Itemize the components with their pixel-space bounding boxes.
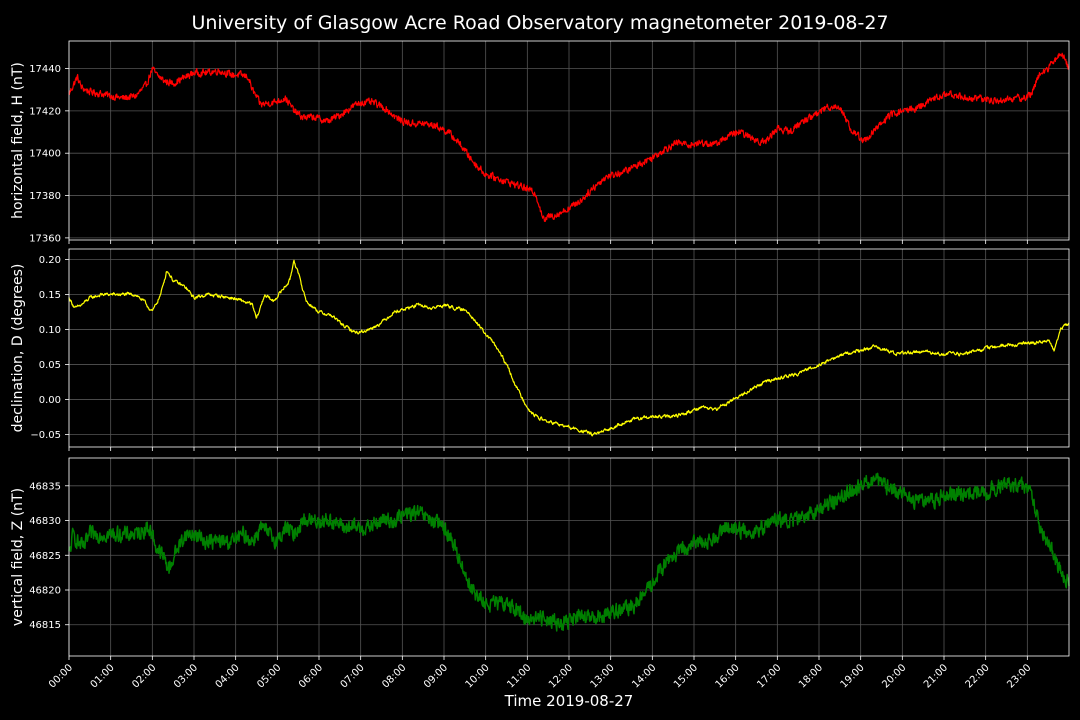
y-tick-label: −0.05 (30, 430, 61, 441)
y-tick-label: 46820 (29, 586, 61, 597)
y-tick-label: 17440 (29, 64, 61, 75)
y-tick-label: 0.15 (39, 290, 61, 301)
y-axis-label: vertical field, Z (nT) (10, 488, 26, 626)
y-tick-label: 46825 (29, 551, 61, 562)
y-tick-label: 0.00 (39, 395, 61, 406)
plot-frame (68, 457, 1070, 657)
y-axis-label: declination, D (degrees) (10, 264, 26, 433)
y-tick-label: 17420 (29, 106, 61, 117)
plot-frame (68, 248, 1070, 448)
y-tick-label: 0.20 (39, 255, 61, 266)
series-line-1 (68, 52, 1070, 222)
y-tick-label: 17400 (29, 149, 61, 160)
y-tick-label: 0.10 (39, 325, 61, 336)
chart-title: University of Glasgow Acre Road Observat… (191, 12, 888, 34)
y-tick-label: 0.05 (39, 360, 61, 371)
y-tick-label: 17380 (29, 191, 61, 202)
y-tick-label: 46815 (29, 620, 61, 631)
series-line-3 (68, 472, 1070, 632)
panel-2: 0.20 0.15 0.10 0.05 0.00 −0.05 declination, D … (10, 248, 1070, 451)
plot-frame (68, 40, 1070, 241)
y-tick-label: 46835 (29, 481, 61, 492)
x-axis-label: Time 2019-08-27 (504, 692, 634, 710)
series-line-2 (68, 259, 1070, 437)
y-tick-label: 17360 (29, 233, 61, 244)
y-tick-label: 46830 (29, 516, 61, 527)
y-axis-label: horizontal field, H (nT) (10, 62, 26, 219)
